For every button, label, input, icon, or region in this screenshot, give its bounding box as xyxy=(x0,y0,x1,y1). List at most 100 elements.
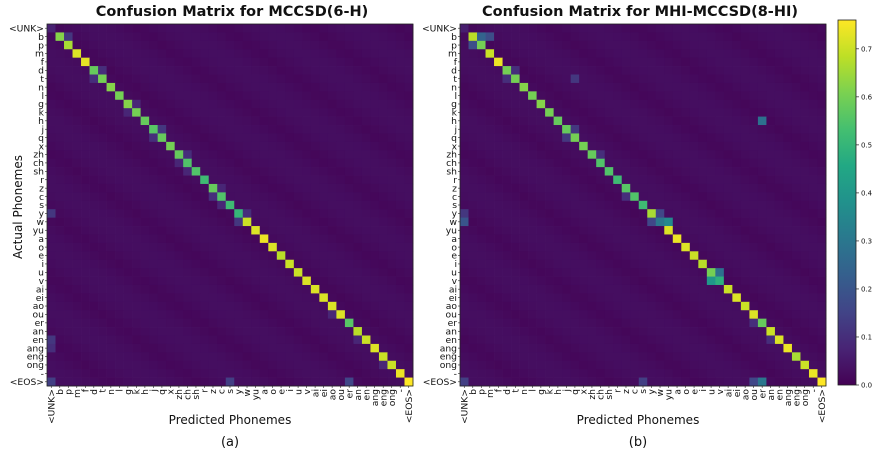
heatmap-cell xyxy=(613,24,623,33)
heatmap-cell xyxy=(621,40,631,50)
heatmap-cell xyxy=(791,175,801,185)
heatmap-cell xyxy=(327,318,337,328)
heatmap-cell xyxy=(672,226,682,235)
heatmap-cell xyxy=(630,318,640,328)
heatmap-cell xyxy=(706,226,716,235)
heatmap-cell xyxy=(621,234,631,244)
heatmap-cell xyxy=(655,125,665,134)
heatmap-cell xyxy=(123,301,133,311)
heatmap-cell xyxy=(115,99,124,109)
heatmap-cell xyxy=(89,158,99,168)
heatmap-cell xyxy=(698,335,708,345)
heatmap-cell xyxy=(387,57,397,67)
heatmap-cell xyxy=(55,251,65,261)
heatmap-cell xyxy=(477,74,486,84)
heatmap-cell xyxy=(353,293,363,303)
heatmap-cell xyxy=(378,310,388,319)
heatmap-cell xyxy=(706,200,716,210)
heatmap-cell xyxy=(251,217,261,227)
heatmap-cell xyxy=(672,200,682,210)
x-tick-label: q xyxy=(157,389,168,395)
heatmap-cell xyxy=(519,301,529,311)
heatmap-cell xyxy=(353,200,363,210)
heatmap-cell xyxy=(336,116,346,126)
x-tick-label: k xyxy=(545,388,556,394)
heatmap-cell xyxy=(157,125,167,134)
heatmap-cell xyxy=(191,24,201,33)
heatmap-cell xyxy=(638,82,648,92)
heatmap-cell xyxy=(72,200,82,210)
heatmap-cell xyxy=(293,200,303,210)
heatmap-cell xyxy=(404,57,414,67)
heatmap-cell xyxy=(268,24,278,33)
heatmap-cell xyxy=(800,377,810,387)
heatmap-cell xyxy=(638,352,648,362)
heatmap-cell xyxy=(468,158,478,168)
heatmap-cell xyxy=(47,293,56,303)
heatmap-cell xyxy=(596,293,606,303)
heatmap-cell xyxy=(545,242,554,252)
x-tick-label: t xyxy=(98,389,109,393)
heatmap-cell xyxy=(55,40,65,50)
heatmap-cell xyxy=(545,343,554,353)
heatmap-cell xyxy=(319,200,329,210)
y-tick-label: y xyxy=(39,209,45,220)
heatmap-cell xyxy=(460,183,469,193)
heatmap-cell xyxy=(596,217,606,227)
heatmap-cell xyxy=(344,209,354,218)
heatmap-cell xyxy=(460,318,469,328)
y-tick-label: e xyxy=(38,251,44,262)
heatmap-cell xyxy=(630,284,640,294)
heatmap-cell xyxy=(630,32,640,42)
heatmap-cell xyxy=(370,183,380,193)
heatmap-cell xyxy=(319,259,329,269)
heatmap-cell xyxy=(621,66,631,75)
heatmap-cell xyxy=(723,327,733,336)
heatmap-cell xyxy=(378,377,388,387)
heatmap-cell xyxy=(664,335,674,345)
heatmap-cell xyxy=(183,167,193,176)
heatmap-cell xyxy=(757,40,767,50)
heatmap-cell xyxy=(740,116,750,126)
heatmap-cell xyxy=(115,251,124,261)
heatmap-cell xyxy=(494,133,503,143)
heatmap-cell xyxy=(749,251,759,261)
heatmap-cell xyxy=(596,32,606,42)
heatmap-cell xyxy=(370,226,380,235)
heatmap-cell xyxy=(123,360,133,370)
heatmap-cell xyxy=(191,40,201,50)
heatmap-cell xyxy=(791,66,801,75)
heatmap-cell xyxy=(208,276,218,286)
heatmap-cell xyxy=(655,369,665,378)
heatmap-cell xyxy=(494,49,503,59)
heatmap-cell xyxy=(664,226,674,235)
heatmap-cell xyxy=(494,141,503,151)
heatmap-cell xyxy=(361,82,371,92)
heatmap-cell xyxy=(740,276,750,286)
y-tick-label: zh xyxy=(446,150,457,161)
heatmap-cell xyxy=(570,108,580,117)
heatmap-cell xyxy=(404,99,414,109)
heatmap-cell xyxy=(217,327,227,336)
heatmap-cell xyxy=(621,327,631,336)
heatmap-cell xyxy=(808,116,818,126)
heatmap-cell xyxy=(536,209,546,218)
heatmap-cell xyxy=(545,183,554,193)
heatmap-cell xyxy=(528,209,537,218)
heatmap-cell xyxy=(200,226,210,235)
heatmap-cell xyxy=(706,49,716,59)
heatmap-cell xyxy=(378,57,388,67)
heatmap-cell xyxy=(494,369,503,378)
heatmap-cell xyxy=(183,335,193,345)
heatmap-cell xyxy=(106,209,116,218)
heatmap-cell xyxy=(293,276,303,286)
heatmap-cell xyxy=(749,268,759,277)
heatmap-cell xyxy=(225,369,235,378)
heatmap-cell xyxy=(47,133,56,143)
heatmap-cell xyxy=(242,49,252,59)
heatmap-cell xyxy=(791,284,801,294)
heatmap-cell xyxy=(259,167,269,176)
heatmap-a xyxy=(46,23,414,387)
heatmap-cell xyxy=(361,192,371,202)
heatmap-cell xyxy=(47,377,56,387)
